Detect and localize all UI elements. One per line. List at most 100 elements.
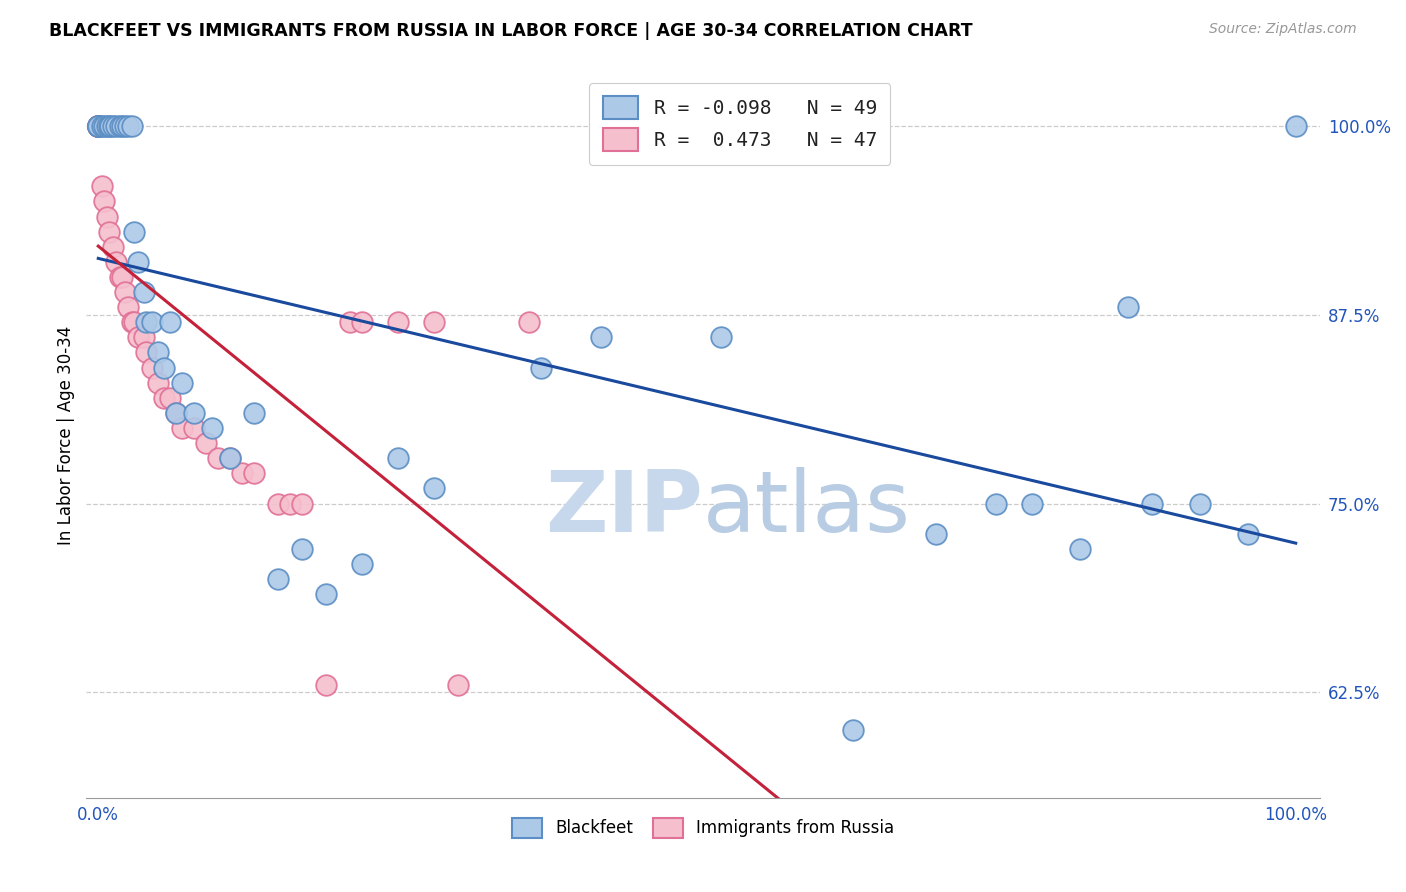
Point	[90, 179, 112, 194]
Legend: Blackfeet, Immigrants from Russia: Blackfeet, Immigrants from Russia	[505, 812, 901, 844]
Point	[1116, 300, 1139, 314]
Point	[121, 119, 143, 133]
Point	[591, 330, 613, 344]
Point	[159, 315, 181, 329]
Point	[87, 119, 110, 133]
Point	[207, 451, 229, 466]
Point	[121, 315, 143, 329]
Point	[122, 225, 145, 239]
Point	[925, 526, 948, 541]
Point	[243, 467, 266, 481]
Y-axis label: In Labor Force | Age 30-34: In Labor Force | Age 30-34	[58, 326, 75, 545]
Point	[165, 406, 187, 420]
Point	[219, 451, 242, 466]
Point	[98, 119, 121, 133]
Point	[105, 255, 128, 269]
Point	[422, 315, 444, 329]
Point	[87, 119, 110, 133]
Point	[243, 406, 266, 420]
Point	[87, 119, 110, 133]
Point	[108, 269, 131, 284]
Point	[141, 315, 163, 329]
Point	[1236, 526, 1258, 541]
Point	[986, 497, 1008, 511]
Text: atlas: atlas	[703, 467, 911, 549]
Point	[87, 119, 110, 133]
Point	[114, 119, 136, 133]
Point	[291, 497, 314, 511]
Point	[135, 315, 157, 329]
Point	[159, 391, 181, 405]
Point	[87, 119, 110, 133]
Point	[387, 315, 409, 329]
Point	[153, 391, 176, 405]
Point	[1069, 541, 1091, 556]
Point	[132, 285, 155, 299]
Point	[710, 330, 733, 344]
Point	[339, 315, 361, 329]
Point	[219, 451, 242, 466]
Point	[87, 119, 110, 133]
Point	[87, 119, 110, 133]
Point	[422, 482, 444, 496]
Point	[108, 119, 131, 133]
Point	[267, 497, 290, 511]
Point	[87, 119, 110, 133]
Point	[93, 119, 115, 133]
Point	[141, 360, 163, 375]
Point	[132, 330, 155, 344]
Point	[122, 315, 145, 329]
Point	[127, 255, 149, 269]
Point	[350, 315, 373, 329]
Point	[517, 315, 540, 329]
Point	[183, 406, 205, 420]
Point	[291, 541, 314, 556]
Point	[153, 360, 176, 375]
Point	[1140, 497, 1163, 511]
Point	[135, 345, 157, 359]
Point	[117, 119, 139, 133]
Point	[127, 330, 149, 344]
Point	[96, 210, 118, 224]
Point	[278, 497, 301, 511]
Point	[98, 225, 121, 239]
Point	[183, 421, 205, 435]
Point	[101, 240, 124, 254]
Point	[87, 119, 110, 133]
Point	[165, 406, 187, 420]
Point	[201, 421, 224, 435]
Point	[315, 587, 337, 601]
Point	[111, 269, 134, 284]
Point	[1285, 119, 1308, 133]
Point	[87, 119, 110, 133]
Point	[1188, 497, 1211, 511]
Point	[350, 557, 373, 571]
Point	[93, 194, 115, 209]
Point	[146, 376, 169, 390]
Text: BLACKFEET VS IMMIGRANTS FROM RUSSIA IN LABOR FORCE | AGE 30-34 CORRELATION CHART: BLACKFEET VS IMMIGRANTS FROM RUSSIA IN L…	[49, 22, 973, 40]
Point	[117, 300, 139, 314]
Point	[98, 119, 121, 133]
Point	[87, 119, 110, 133]
Point	[315, 678, 337, 692]
Point	[172, 421, 194, 435]
Point	[267, 572, 290, 586]
Point	[146, 345, 169, 359]
Point	[195, 436, 218, 450]
Point	[387, 451, 409, 466]
Point	[530, 360, 553, 375]
Point	[96, 119, 118, 133]
Point	[111, 119, 134, 133]
Point	[841, 723, 863, 738]
Text: Source: ZipAtlas.com: Source: ZipAtlas.com	[1209, 22, 1357, 37]
Point	[231, 467, 253, 481]
Point	[90, 119, 112, 133]
Point	[1021, 497, 1043, 511]
Point	[172, 376, 194, 390]
Point	[87, 119, 110, 133]
Point	[446, 678, 468, 692]
Point	[105, 119, 128, 133]
Point	[87, 119, 110, 133]
Point	[114, 285, 136, 299]
Text: ZIP: ZIP	[546, 467, 703, 549]
